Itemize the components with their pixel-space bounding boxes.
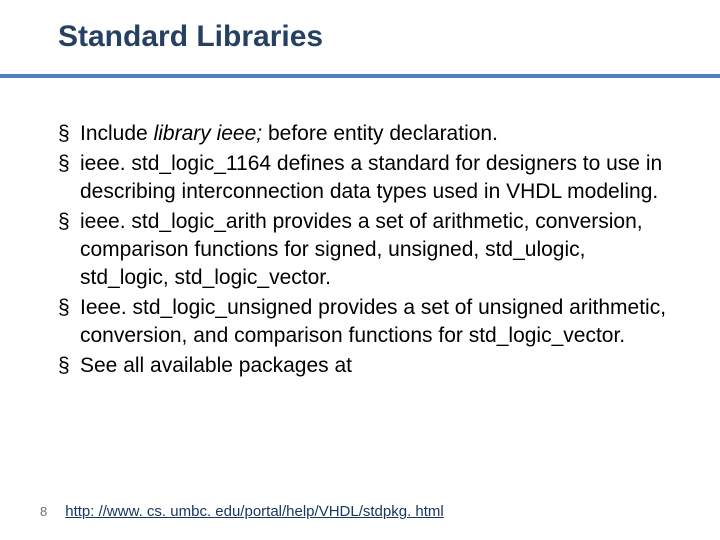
page-number: 8	[40, 504, 47, 519]
bullet-marker: §	[58, 294, 80, 322]
bullet-text: ieee. std_logic_1164 defines a standard …	[80, 150, 670, 206]
title-separator	[0, 74, 720, 78]
reference-link[interactable]: http: //www. cs. umbc. edu/portal/help/V…	[65, 503, 444, 520]
bullet-text-suffix: before entity declaration.	[262, 122, 498, 145]
bullet-text-prefix: Include	[80, 122, 154, 145]
bullet-item: § Ieee. std_logic_unsigned provides a se…	[58, 294, 670, 350]
slide-title: Standard Libraries	[58, 20, 323, 54]
bullet-item: § See all available packages at	[58, 352, 670, 380]
bullet-marker: §	[58, 352, 80, 380]
bullet-item: § ieee. std_logic_1164 defines a standar…	[58, 150, 670, 206]
bullet-text-italic: library ieee;	[154, 122, 263, 145]
bullet-item: § Include library ieee; before entity de…	[58, 120, 670, 148]
bullet-text: Include library ieee; before entity decl…	[80, 120, 670, 148]
footer: 8 http: //www. cs. umbc. edu/portal/help…	[40, 503, 444, 520]
bullet-text: See all available packages at	[80, 352, 670, 380]
bullet-item: § ieee. std_logic_arith provides a set o…	[58, 208, 670, 292]
bullet-marker: §	[58, 208, 80, 236]
bullet-marker: §	[58, 120, 80, 148]
bullet-text: ieee. std_logic_arith provides a set of …	[80, 208, 670, 292]
bullet-text: Ieee. std_logic_unsigned provides a set …	[80, 294, 670, 350]
bullet-marker: §	[58, 150, 80, 178]
bullet-list: § Include library ieee; before entity de…	[58, 120, 670, 382]
